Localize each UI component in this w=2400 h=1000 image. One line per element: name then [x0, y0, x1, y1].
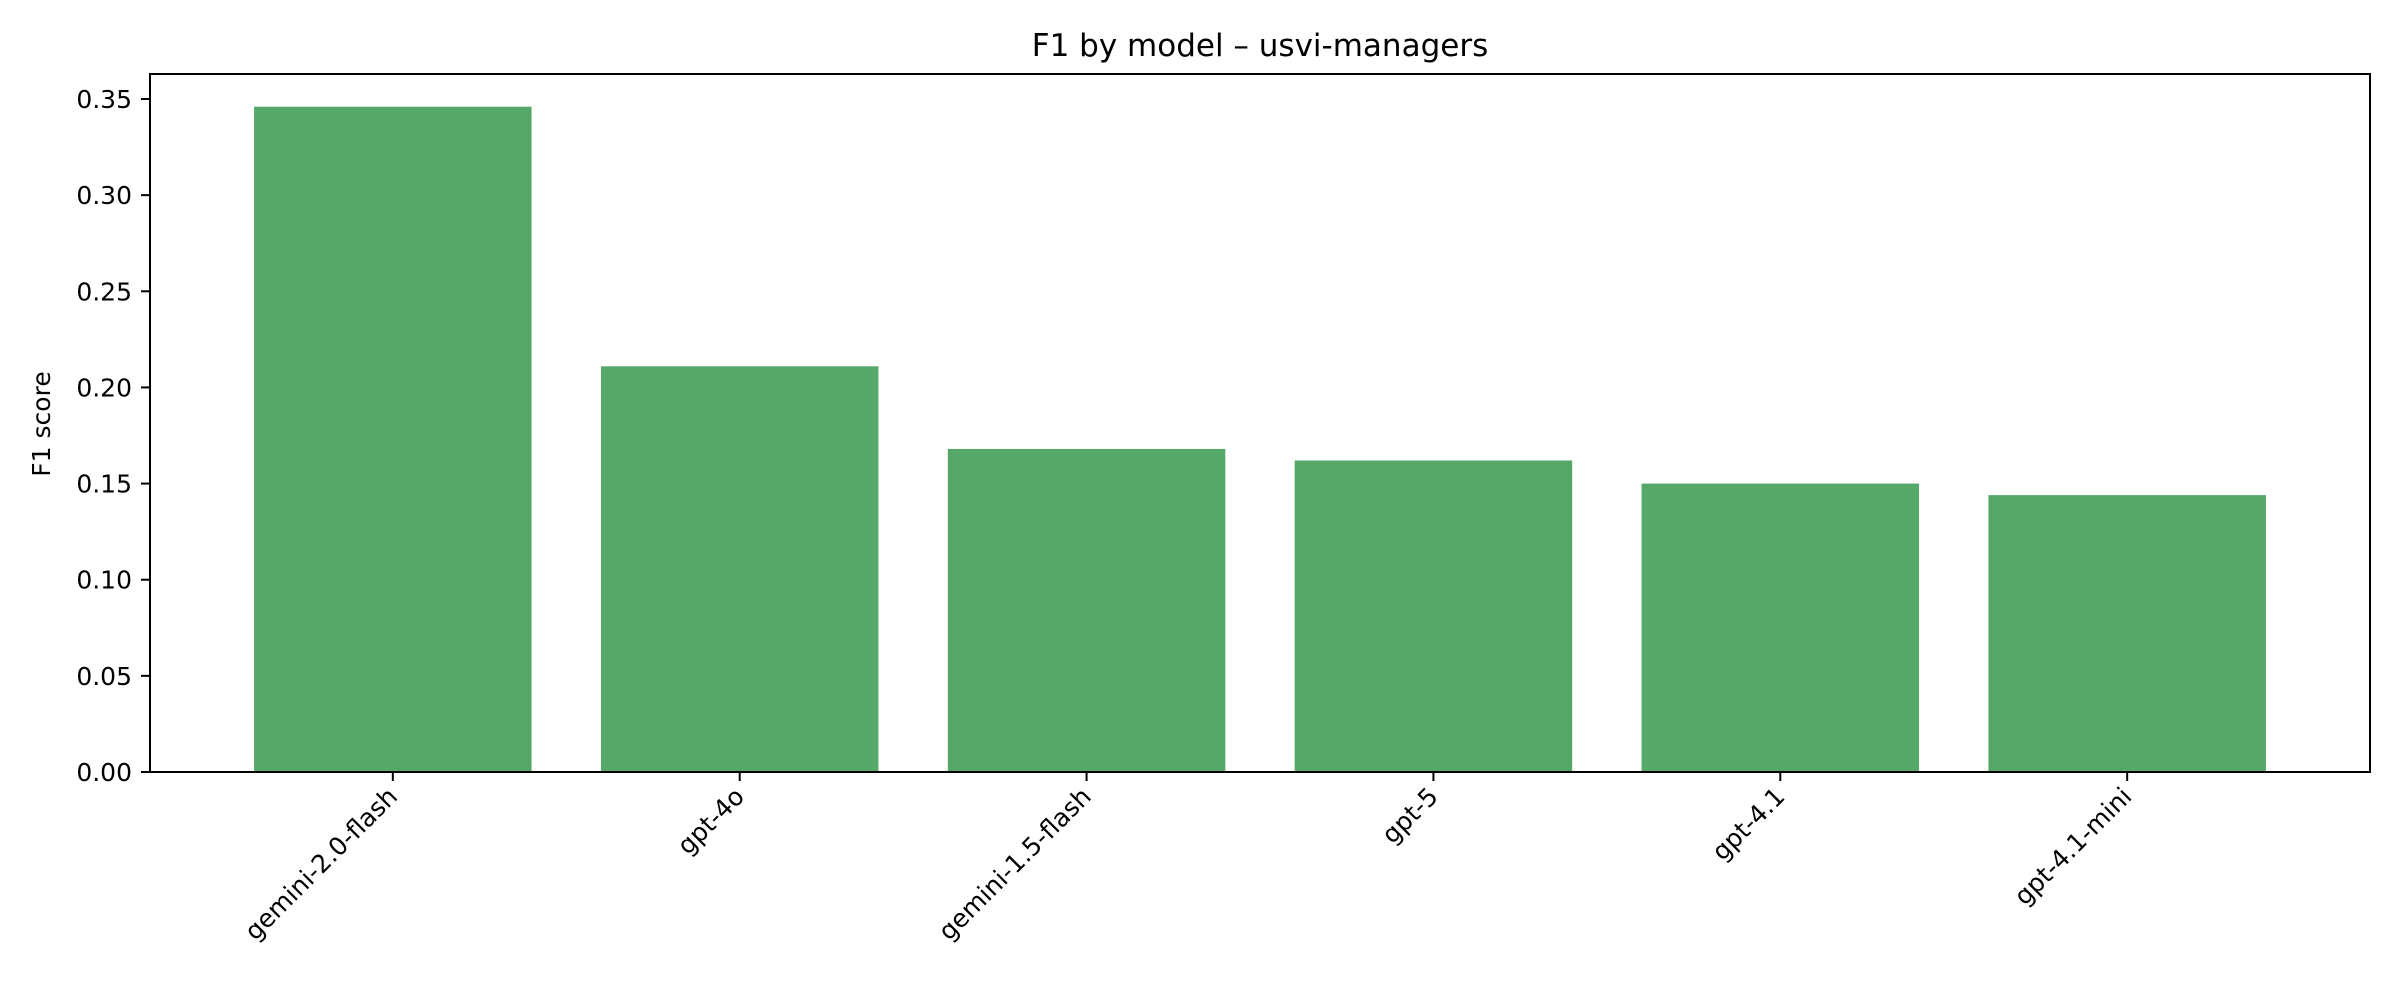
y-tick-label: 0.15: [76, 470, 132, 499]
y-tick-label: 0.05: [76, 662, 132, 691]
bar-gpt-5: [1294, 460, 1573, 772]
y-tick-label: 0.25: [76, 277, 132, 306]
bar-gpt-4.1-mini: [1988, 495, 2266, 772]
y-tick-label: 0.10: [76, 566, 132, 595]
y-axis-ticks: 0.00 0.05 0.10 0.15 0.20 0.25 0.30 0.35: [76, 85, 150, 787]
y-tick-label: 0.00: [76, 758, 132, 787]
bar-gpt-4o: [600, 366, 879, 772]
bar-gemini-1.5-flash: [947, 448, 1226, 772]
chart-title: F1 by model – usvi-managers: [1032, 28, 1488, 64]
bar-gpt-4.1: [1641, 483, 1920, 772]
plot-frame: [149, 73, 2371, 773]
bar-gemini-2.0-flash: [254, 106, 532, 772]
y-tick-label: 0.35: [76, 85, 132, 114]
y-tick-label: 0.20: [76, 373, 132, 402]
bars-group: [254, 106, 2266, 772]
y-tick-label: 0.30: [76, 181, 132, 210]
y-axis-label: F1 score: [27, 371, 56, 476]
